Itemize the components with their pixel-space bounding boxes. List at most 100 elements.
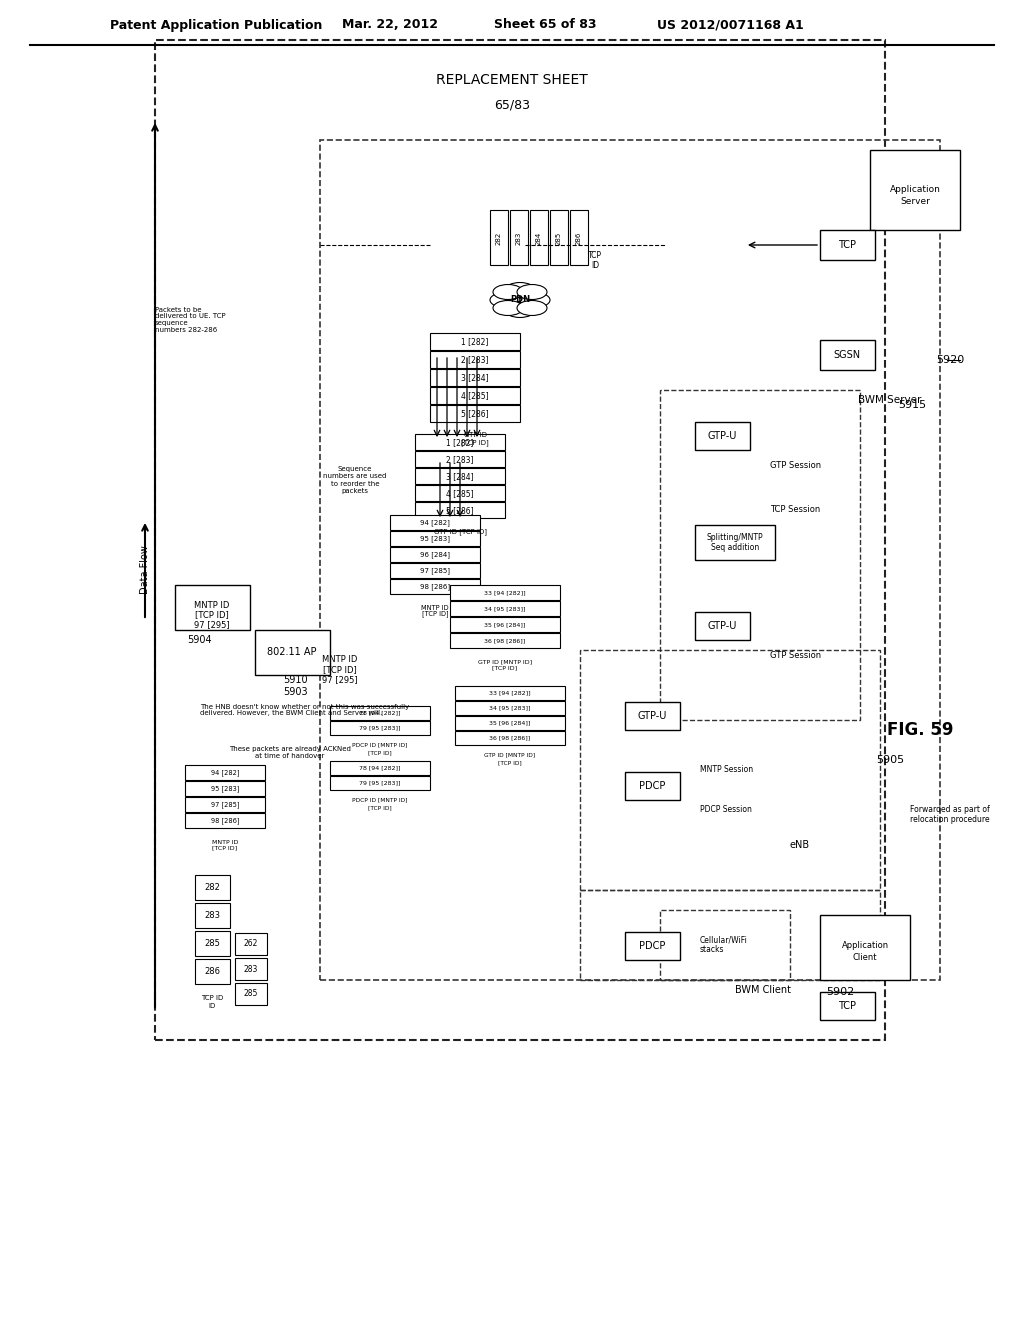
FancyBboxPatch shape bbox=[415, 434, 505, 450]
FancyBboxPatch shape bbox=[450, 601, 560, 616]
Text: Cellular/WiFi: Cellular/WiFi bbox=[700, 936, 748, 945]
Text: eNB: eNB bbox=[790, 840, 810, 850]
Ellipse shape bbox=[517, 301, 547, 315]
Text: 283: 283 bbox=[244, 965, 258, 974]
FancyBboxPatch shape bbox=[390, 531, 480, 546]
FancyBboxPatch shape bbox=[820, 915, 910, 979]
FancyBboxPatch shape bbox=[255, 630, 330, 675]
Text: ID: ID bbox=[591, 260, 599, 269]
Text: [TCP ID]: [TCP ID] bbox=[498, 760, 522, 766]
FancyBboxPatch shape bbox=[185, 781, 265, 796]
Text: 5915: 5915 bbox=[898, 400, 926, 411]
Text: PDN: PDN bbox=[510, 296, 530, 305]
Text: PDCP Session: PDCP Session bbox=[700, 805, 752, 814]
FancyBboxPatch shape bbox=[820, 993, 874, 1020]
Text: 96 [284]: 96 [284] bbox=[420, 552, 450, 558]
Text: 5920: 5920 bbox=[936, 355, 965, 366]
FancyBboxPatch shape bbox=[455, 715, 565, 730]
Text: PDCP: PDCP bbox=[639, 781, 666, 791]
Text: 5903: 5903 bbox=[283, 686, 307, 697]
FancyBboxPatch shape bbox=[195, 903, 230, 928]
Bar bbox=[319, 140, 940, 979]
FancyBboxPatch shape bbox=[455, 701, 565, 715]
Text: [TCP ID]: [TCP ID] bbox=[196, 610, 229, 619]
FancyBboxPatch shape bbox=[330, 706, 430, 719]
Ellipse shape bbox=[505, 282, 535, 297]
Text: Server: Server bbox=[900, 198, 930, 206]
FancyBboxPatch shape bbox=[175, 585, 250, 630]
Text: Sequence
numbers are used
to reorder the
packets: Sequence numbers are used to reorder the… bbox=[324, 466, 387, 494]
Text: Forwarded as part of: Forwarded as part of bbox=[910, 805, 990, 814]
Text: GTP Session: GTP Session bbox=[770, 651, 821, 660]
Text: Seq addition: Seq addition bbox=[711, 543, 759, 552]
FancyBboxPatch shape bbox=[430, 370, 520, 385]
Text: 282: 282 bbox=[204, 883, 220, 892]
Text: Sheet 65 of 83: Sheet 65 of 83 bbox=[494, 18, 596, 32]
Text: 95 [283]: 95 [283] bbox=[420, 536, 450, 543]
Text: These packets are already ACKNed
at time of handover: These packets are already ACKNed at time… bbox=[229, 746, 351, 759]
Text: 5 [286]: 5 [286] bbox=[446, 507, 474, 516]
Text: MNTP ID: MNTP ID bbox=[195, 601, 229, 610]
Text: PDCP ID [MNTP ID]: PDCP ID [MNTP ID] bbox=[352, 742, 408, 747]
Text: 1 [282]: 1 [282] bbox=[446, 438, 474, 447]
FancyBboxPatch shape bbox=[330, 762, 430, 775]
Text: 36 [98 [286]]: 36 [98 [286]] bbox=[489, 735, 530, 741]
FancyBboxPatch shape bbox=[415, 484, 505, 502]
Text: Mar. 22, 2012: Mar. 22, 2012 bbox=[342, 18, 438, 32]
Text: 78 [94 [282]]: 78 [94 [282]] bbox=[359, 766, 400, 771]
Text: [TCP ID]: [TCP ID] bbox=[422, 611, 449, 618]
Text: 5 [286]: 5 [286] bbox=[461, 409, 488, 418]
FancyBboxPatch shape bbox=[195, 931, 230, 956]
Text: MNTP ID: MNTP ID bbox=[421, 605, 449, 611]
FancyBboxPatch shape bbox=[625, 702, 680, 730]
Text: GTP Session: GTP Session bbox=[770, 461, 821, 470]
Text: stacks: stacks bbox=[700, 945, 725, 954]
Text: 97 [295]: 97 [295] bbox=[323, 676, 357, 685]
Text: 97 [295]: 97 [295] bbox=[195, 620, 229, 630]
Text: 5910: 5910 bbox=[283, 675, 307, 685]
FancyBboxPatch shape bbox=[490, 210, 508, 265]
FancyBboxPatch shape bbox=[390, 564, 480, 578]
Text: [TCP ID]: [TCP ID] bbox=[368, 751, 392, 755]
Text: Client: Client bbox=[853, 953, 878, 961]
Text: Data Flow: Data Flow bbox=[140, 545, 150, 594]
FancyBboxPatch shape bbox=[234, 958, 267, 979]
Bar bbox=[660, 909, 790, 979]
Bar bbox=[660, 389, 860, 719]
Text: MNTP ID: MNTP ID bbox=[212, 840, 239, 845]
Text: REPLACEMENT SHEET: REPLACEMENT SHEET bbox=[436, 73, 588, 87]
Text: 285: 285 bbox=[244, 990, 258, 998]
Text: GTP ID [TCP ID]: GTP ID [TCP ID] bbox=[433, 528, 486, 536]
FancyBboxPatch shape bbox=[870, 150, 961, 230]
Text: Patent Application Publication: Patent Application Publication bbox=[110, 18, 323, 32]
Text: 95 [283]: 95 [283] bbox=[211, 785, 240, 792]
Text: ID: ID bbox=[208, 1003, 216, 1008]
Text: TCP: TCP bbox=[588, 251, 602, 260]
Text: SGSN: SGSN bbox=[834, 350, 860, 360]
FancyBboxPatch shape bbox=[450, 616, 560, 632]
Ellipse shape bbox=[493, 301, 523, 315]
Text: 35 [96 [284]]: 35 [96 [284]] bbox=[484, 623, 525, 627]
Text: 94 [282]: 94 [282] bbox=[211, 770, 240, 776]
Text: Application: Application bbox=[890, 186, 940, 194]
Text: PDCP ID [MNTP ID]: PDCP ID [MNTP ID] bbox=[352, 797, 408, 803]
FancyBboxPatch shape bbox=[390, 546, 480, 562]
Text: 284: 284 bbox=[536, 231, 542, 244]
FancyBboxPatch shape bbox=[530, 210, 548, 265]
Text: 3 [284]: 3 [284] bbox=[446, 473, 474, 482]
Text: 33 [94 [282]]: 33 [94 [282]] bbox=[489, 690, 530, 696]
FancyBboxPatch shape bbox=[625, 932, 680, 960]
Text: 97 [285]: 97 [285] bbox=[420, 568, 450, 574]
Text: Application: Application bbox=[842, 940, 889, 949]
Text: [TCP ID]: [TCP ID] bbox=[324, 665, 357, 675]
Bar bbox=[580, 890, 880, 979]
Text: 262: 262 bbox=[244, 940, 258, 949]
FancyBboxPatch shape bbox=[455, 686, 565, 700]
FancyBboxPatch shape bbox=[185, 766, 265, 780]
Text: 34 [95 [283]]: 34 [95 [283]] bbox=[484, 606, 525, 611]
Text: 94 [282]: 94 [282] bbox=[420, 520, 450, 527]
Text: MNTP ID: MNTP ID bbox=[323, 656, 357, 664]
Ellipse shape bbox=[517, 285, 547, 300]
Bar bbox=[580, 649, 880, 890]
Text: MNTP Session: MNTP Session bbox=[700, 766, 753, 775]
